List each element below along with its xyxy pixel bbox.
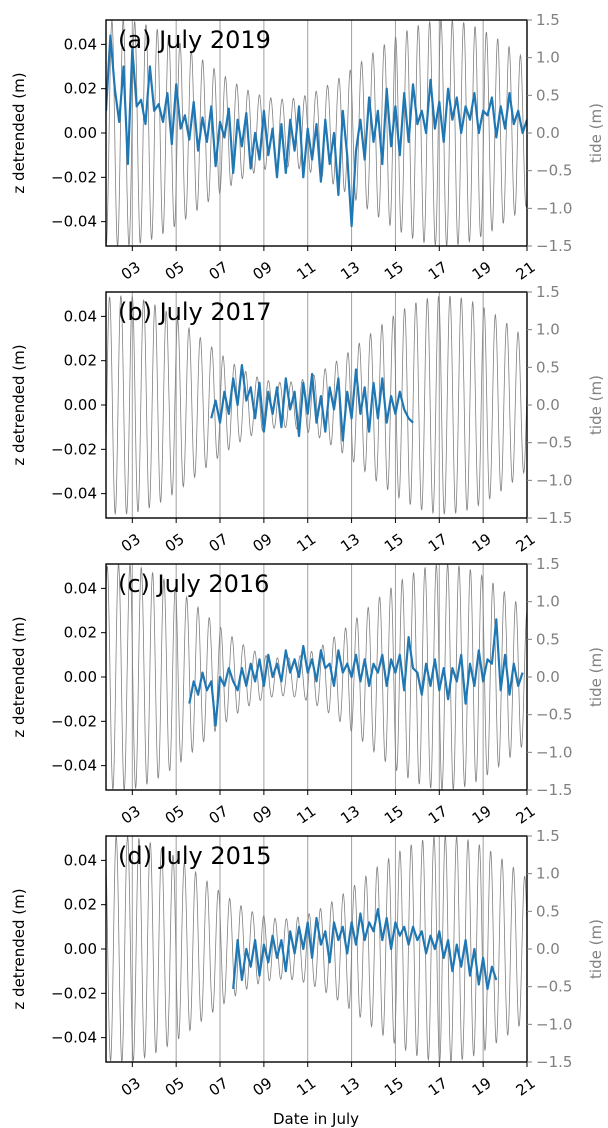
y-axis-label-left: z detrended (m) <box>10 616 28 737</box>
y-tick-label-right: 1.0 <box>536 49 560 67</box>
y-tick-label-left: 0.04 <box>64 307 97 325</box>
z-detrended-line <box>210 364 414 442</box>
y-axis-label-right: tide (m) <box>587 919 605 979</box>
y-axis-label-right: tide (m) <box>587 375 605 435</box>
y-tick-label-right: −0.5 <box>536 978 572 996</box>
panel-a-july-2019: 03 05 07 09 11 13 15 17 19 210.040.020.00−0.02−0.… <box>10 11 605 284</box>
y-tick-label-right: −1.0 <box>536 1015 572 1033</box>
y-tick-label-right: 0.5 <box>536 630 560 648</box>
y-tick-label-right: 0.5 <box>536 358 560 376</box>
y-tick-label-left: −0.04 <box>51 757 97 775</box>
y-tick-label-right: 1.5 <box>536 11 560 29</box>
panel-title: (a) July 2019 <box>118 26 271 54</box>
z-detrended-line <box>232 908 498 990</box>
panel-title: (c) July 2016 <box>118 570 269 598</box>
y-tick-label-left: −0.04 <box>51 485 97 503</box>
y-tick-label-left: −0.02 <box>51 712 97 730</box>
y-tick-label-left: 0.02 <box>64 624 97 642</box>
panel-title: (d) July 2015 <box>118 842 271 870</box>
y-tick-label-right: 1.0 <box>536 321 560 339</box>
y-tick-label-right: −1.5 <box>536 1053 572 1071</box>
y-tick-label-left: 0.04 <box>64 851 97 869</box>
y-tick-label-right: −0.5 <box>536 706 572 724</box>
tide-line <box>106 295 527 516</box>
y-axis-label-right: tide (m) <box>587 103 605 163</box>
y-tick-label-left: −0.02 <box>51 984 97 1002</box>
y-axis-label-left: z detrended (m) <box>10 72 28 193</box>
y-tick-label-left: 0.02 <box>64 80 97 98</box>
y-tick-label-right: 0.0 <box>536 396 560 414</box>
y-tick-label-right: 1.0 <box>536 593 560 611</box>
tide-line <box>106 564 527 790</box>
y-tick-label-left: 0.02 <box>64 896 97 914</box>
y-tick-label-left: 0.00 <box>64 668 97 686</box>
y-tick-label-right: −1.5 <box>536 237 572 255</box>
y-tick-label-right: 1.0 <box>536 865 560 883</box>
y-tick-label-right: 1.5 <box>536 283 560 301</box>
y-tick-label-right: −0.5 <box>536 162 572 180</box>
y-tick-label-right: −1.5 <box>536 781 572 799</box>
y-tick-label-left: 0.00 <box>64 124 97 142</box>
y-tick-label-right: −0.5 <box>536 434 572 452</box>
y-tick-label-left: −0.02 <box>51 168 97 186</box>
y-tick-label-left: 0.00 <box>64 940 97 958</box>
y-tick-label-right: −1.0 <box>536 743 572 761</box>
y-tick-label-right: −1.0 <box>536 199 572 217</box>
y-tick-label-right: 1.5 <box>536 555 560 573</box>
y-tick-label-right: −1.0 <box>536 471 572 489</box>
panel-title: (b) July 2017 <box>118 298 271 326</box>
y-tick-label-right: 0.0 <box>536 124 560 142</box>
y-tick-label-right: 0.5 <box>536 86 560 104</box>
z-detrended-line <box>106 34 527 228</box>
y-tick-label-left: 0.00 <box>64 396 97 414</box>
y-axis-label-right: tide (m) <box>587 647 605 707</box>
tide-line <box>106 836 527 1062</box>
y-tick-label-right: 0.0 <box>536 668 560 686</box>
tide-line <box>106 20 527 246</box>
x-axis-label: Date in July <box>273 1110 359 1128</box>
y-tick-label-left: −0.04 <box>51 1029 97 1047</box>
y-tick-label-right: 0.5 <box>536 902 560 920</box>
y-tick-label-left: 0.04 <box>64 35 97 53</box>
y-tick-label-left: −0.04 <box>51 213 97 231</box>
y-tick-label-left: 0.02 <box>64 352 97 370</box>
y-tick-label-right: 0.0 <box>536 940 560 958</box>
y-tick-label-left: 0.04 <box>64 579 97 597</box>
z-detrended-line <box>188 618 524 727</box>
y-axis-label-left: z detrended (m) <box>10 344 28 465</box>
y-tick-label-right: 1.5 <box>536 827 560 845</box>
y-axis-label-left: z detrended (m) <box>10 888 28 1009</box>
y-tick-label-left: −0.02 <box>51 440 97 458</box>
y-tick-label-right: −1.5 <box>536 509 572 527</box>
